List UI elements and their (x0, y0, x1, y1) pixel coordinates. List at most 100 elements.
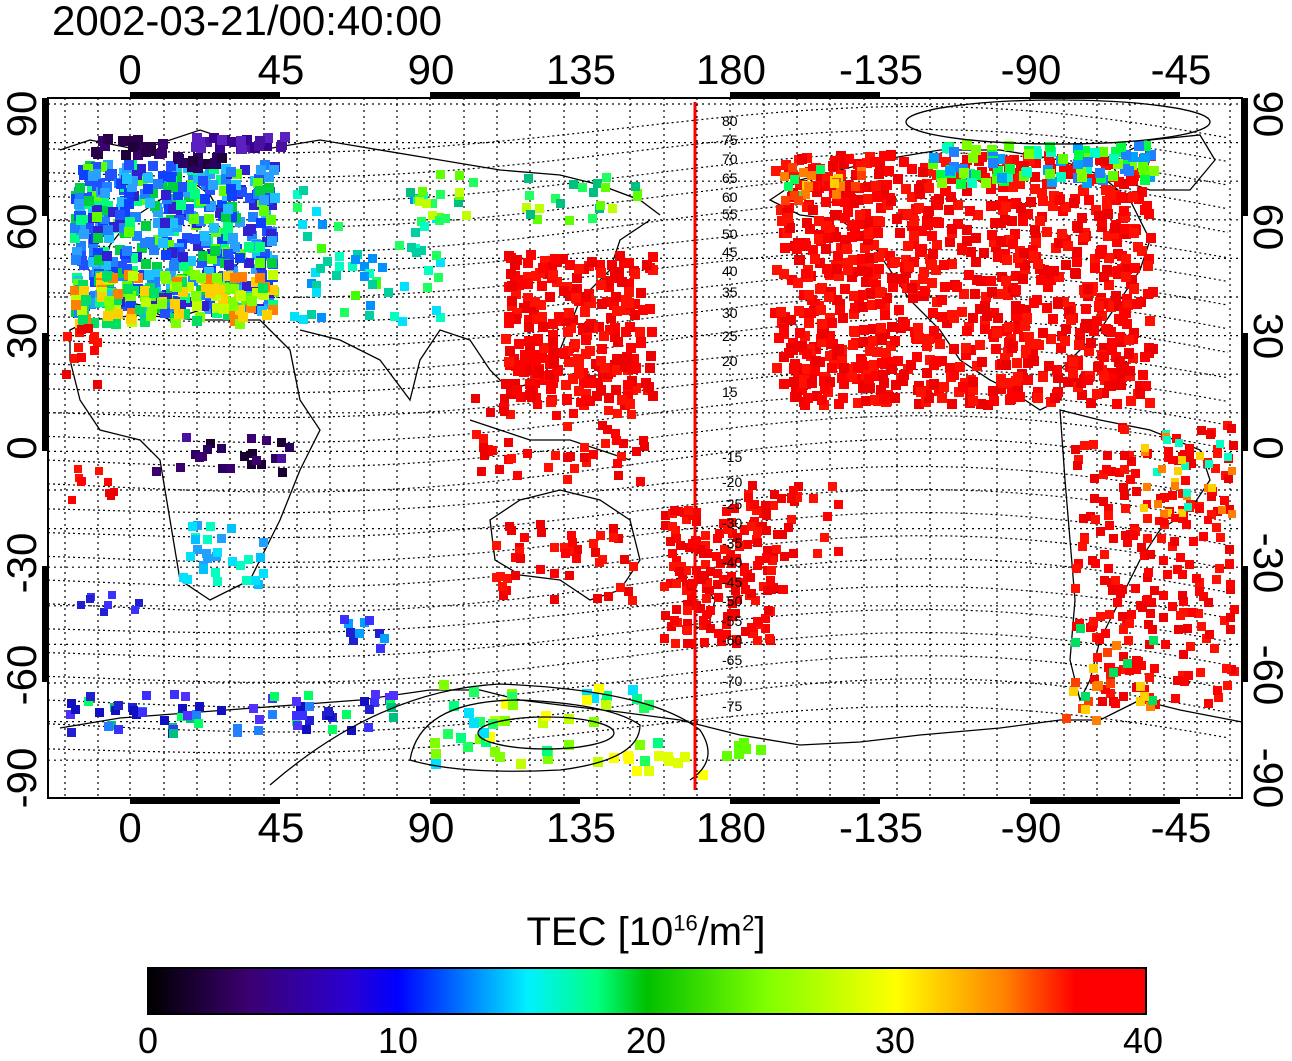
tec-cell (365, 311, 374, 320)
tec-cell (625, 322, 635, 332)
tec-cell (501, 334, 511, 344)
tec-cell (794, 240, 804, 250)
tec-cell (1227, 665, 1236, 674)
tec-cell (126, 300, 136, 310)
tec-cell (630, 310, 640, 320)
tec-cell (335, 262, 344, 271)
tec-cell (1150, 586, 1159, 595)
tec-cell (1069, 687, 1078, 696)
tec-cell (504, 318, 514, 328)
tec-cell (436, 313, 445, 322)
tec-cell (851, 182, 860, 191)
tec-cell (1054, 272, 1064, 282)
tec-cell (868, 324, 878, 334)
magnetic-latitude-labels: 8075706560555045403530252015-15-20-25-30… (722, 113, 742, 714)
tec-cell (1118, 612, 1127, 621)
tec-cell (515, 547, 524, 556)
tec-cell (1185, 560, 1194, 569)
tec-cell (365, 269, 374, 278)
tec-cell (895, 228, 905, 238)
tec-cell (1047, 177, 1057, 187)
frame-tick (42, 333, 48, 451)
tec-cell (602, 276, 612, 286)
tec-cell (632, 447, 641, 456)
tec-cell (135, 305, 145, 315)
tec-cell (259, 195, 269, 205)
tec-cell (804, 318, 814, 328)
tec-cell (1124, 349, 1134, 359)
tec-cell (714, 629, 723, 638)
tec-cell (986, 201, 996, 211)
tec-cell (114, 725, 123, 734)
tec-cell (594, 322, 604, 332)
tec-cell (504, 251, 514, 261)
tec-cell (772, 363, 782, 373)
tec-cell (1139, 165, 1149, 175)
tec-cell (666, 579, 675, 588)
tec-cell (865, 346, 875, 356)
tec-cell (93, 226, 103, 236)
tec-cell (1178, 456, 1186, 464)
tec-cell (586, 298, 596, 308)
tec-cell (924, 183, 934, 193)
tec-cell (804, 182, 813, 191)
tec-cell (267, 258, 277, 268)
tec-cell (428, 199, 437, 208)
tec-cell (642, 260, 652, 270)
tec-cell (140, 317, 150, 327)
tec-cell (784, 182, 793, 191)
lon-tick-top: -90 (1000, 46, 1062, 93)
tec-cell (255, 186, 265, 196)
tec-cell (1140, 153, 1150, 163)
tec-cell (198, 251, 208, 261)
tec-cell (915, 247, 925, 257)
tec-cell (1064, 306, 1074, 316)
tec-cell (633, 192, 642, 201)
tec-cell (1025, 156, 1035, 166)
tec-cell (1174, 625, 1183, 634)
tec-cell (1121, 254, 1131, 264)
tec-cell (209, 223, 219, 233)
tec-cell (847, 372, 857, 382)
tec-cell (975, 340, 985, 350)
tec-cell (879, 378, 889, 388)
tec-cell (147, 304, 157, 314)
magnetic-latitude-label: 20 (722, 353, 738, 369)
tec-cell (1224, 453, 1232, 461)
tec-cell (534, 366, 544, 376)
tec-cell (236, 136, 246, 146)
tec-cell (563, 422, 572, 431)
tec-cell (158, 171, 168, 181)
tec-cell (962, 186, 972, 196)
tec-cell (836, 182, 845, 191)
tec-cell (1184, 503, 1192, 511)
colorbar-title-close: ] (754, 910, 766, 954)
tec-cell (1223, 681, 1232, 690)
tec-cell (1157, 534, 1166, 543)
tec-cell (1030, 172, 1040, 182)
tec-cell (989, 396, 999, 406)
tec-cell (988, 386, 998, 396)
tec-cell (619, 258, 629, 268)
tec-cell (574, 359, 584, 369)
tec-cell (942, 318, 952, 328)
tec-cell (750, 517, 759, 526)
lon-tick-top: 135 (545, 46, 617, 93)
tec-cell (666, 537, 675, 546)
tec-cell (233, 724, 242, 733)
tec-cell (108, 591, 116, 599)
magnetic-latitude-label: -65 (722, 652, 742, 668)
tec-cell (153, 207, 163, 217)
tec-cell (94, 255, 104, 265)
tec-cell (1163, 436, 1171, 444)
tec-cell (420, 222, 429, 231)
tec-cell (824, 292, 834, 302)
tec-cell (1084, 195, 1094, 205)
tec-cell (535, 204, 544, 213)
tec-cell (947, 399, 957, 409)
tec-cell (819, 376, 829, 386)
tec-cell (157, 299, 167, 309)
tec-cell (255, 715, 264, 724)
tec-cell (1048, 314, 1058, 324)
tec-cell (833, 346, 843, 356)
